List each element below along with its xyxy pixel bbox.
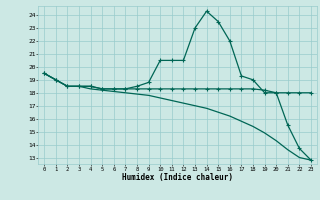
X-axis label: Humidex (Indice chaleur): Humidex (Indice chaleur) <box>122 173 233 182</box>
